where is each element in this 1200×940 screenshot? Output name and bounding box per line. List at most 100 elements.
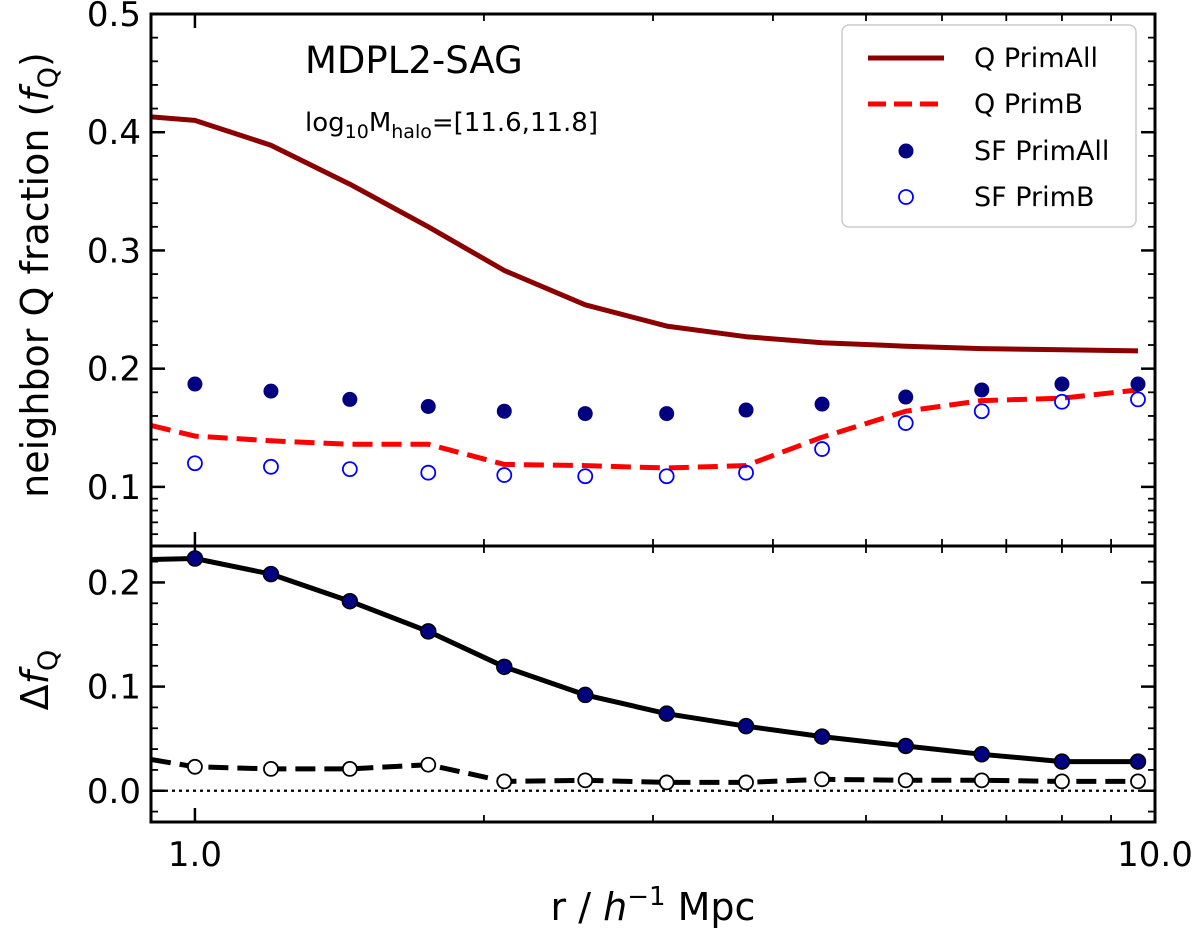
data-point-sf-primb [1054,393,1070,410]
series-line-primb-difference [151,757,1138,785]
top-panel: 0.1 0.2 0.3 0.4 0.5 [87,0,1157,548]
data-point-primall-difference [186,550,204,567]
data-point-primb-difference [897,772,914,789]
data-point-sf-primall [496,403,512,419]
data-point-sf-primb [577,468,594,485]
y-axis-label-text: neighbor Q fraction ( [13,102,57,498]
x-tick-label: 10.0 [1117,835,1193,875]
x-axis-label: r / h−1 Mpc [551,882,756,929]
data-point-primb-difference [263,760,279,777]
data-point-sf-primall [1130,376,1146,392]
x-axis-label-post: Mpc [666,885,756,929]
data-point-primall-difference [262,565,280,583]
data-point-primb-difference [814,771,830,788]
data-point-sf-primb [187,455,203,472]
series-line-q-primb [151,387,1139,471]
data-point-sf-primb [496,467,513,483]
data-point-primall-difference [1053,753,1071,770]
data-point-primb-difference [658,774,675,791]
data-point-sf-primb [658,468,675,485]
legend-label-q-primb: Q PrimB [974,89,1083,120]
data-point-sf-primall [974,382,990,398]
y-axis-label-delta: Δ [13,684,57,710]
halo-sub: halo [391,121,432,143]
data-point-primall-difference [897,737,914,755]
x-axis-label-pre: r / [551,885,604,929]
axis-labels: neighbor Q fraction (fQ) ΔfQ r / h−1 Mpc [13,52,755,929]
legend-label-sf-primall: SF PrimAll [974,136,1109,167]
top-y-tick-label: 0.3 [87,231,141,271]
data-point-primb-difference [420,756,437,773]
x-tick-label: 1.0 [168,835,222,875]
data-point-primall-difference [341,592,359,610]
annotations: MDPL2-SAG log10Mhalo=[11.6,11.8] [305,39,598,143]
halo-m: M [369,108,391,138]
top-plot-area [151,114,1146,485]
bottom-axes-frame [149,544,1157,824]
series-line-primall-difference [151,556,1138,765]
data-point-sf-primall [420,398,436,414]
data-point-sf-primall [1054,376,1070,392]
data-point-primb-difference [1130,773,1146,790]
legend-frame [841,24,1137,228]
y-axis-label-bottom: ΔfQ [13,650,64,711]
data-point-primall-difference [813,728,831,745]
data-point-sf-primb [1130,391,1146,408]
data-point-primall-difference [420,623,437,640]
x-axis-label-superscript: −1 [627,882,665,912]
data-point-primb-difference [738,774,754,791]
plot-title: MDPL2-SAG [305,39,523,82]
x-axis-label-symbol: h [603,885,627,929]
y-axis-label-subscript: Q [33,650,64,671]
top-y-tick-label: 0.2 [87,350,141,390]
data-point-primall-difference [576,686,594,704]
halo-range: =[11.6,11.8] [432,108,598,138]
bottom-y-tick-label: 0.0 [87,772,141,812]
data-point-sf-primb [420,464,437,481]
bottom-panel: 1.0 10.0 0.0 0.1 0.2 [87,544,1193,875]
data-point-sf-primall [342,391,358,407]
data-point-sf-primall [814,396,830,412]
bottom-y-tick-label: 0.1 [87,668,141,708]
data-point-sf-primall [187,376,203,392]
legend: Q PrimAll Q PrimB SF PrimAll SF PrimB [841,24,1137,228]
halo-log: log [305,108,345,138]
data-point-sf-primall [577,406,593,422]
data-point-sf-primb [738,464,754,481]
data-point-primall-difference [737,717,755,735]
data-point-primall-difference [1129,753,1147,770]
top-y-tick-label: 0.4 [87,113,141,153]
top-y-tick-label: 0.1 [87,468,141,508]
legend-label-q-primall: Q PrimAll [974,43,1098,74]
halo-log-base: 10 [345,121,369,143]
legend-label-sf-primb: SF PrimB [974,182,1095,213]
y-axis-label-subscript: Q [33,67,64,88]
data-point-primall-difference [496,658,513,676]
halo-mass-range: log10Mhalo=[11.6,11.8] [305,108,598,143]
data-point-sf-primb [814,441,830,457]
data-point-sf-primall [263,383,279,399]
bottom-y-tick-label: 0.2 [87,563,141,603]
data-point-sf-primall [738,402,754,418]
y-axis-label-close: ) [13,52,57,67]
bottom-plot-area [151,550,1147,791]
legend-swatch-sf-primall [898,143,914,159]
data-point-sf-primall [898,389,914,405]
y-axis-label-top: neighbor Q fraction (fQ) [13,52,64,498]
data-point-primall-difference [973,746,990,763]
data-point-primb-difference [973,772,990,789]
data-point-primb-difference [496,773,513,790]
data-point-sf-primb [263,458,279,475]
data-point-sf-primall [659,406,675,422]
data-point-primall-difference [658,705,675,722]
legend-swatch-sf-primb [898,189,914,205]
data-point-primb-difference [187,758,203,775]
data-point-sf-primb [341,461,358,478]
top-y-tick-label: 0.5 [87,0,141,35]
data-point-primb-difference [341,760,358,777]
data-point-primb-difference [1054,773,1070,790]
series-line-q-primall [151,114,1139,354]
data-point-primb-difference [577,772,594,789]
data-point-sf-primb [973,403,990,420]
